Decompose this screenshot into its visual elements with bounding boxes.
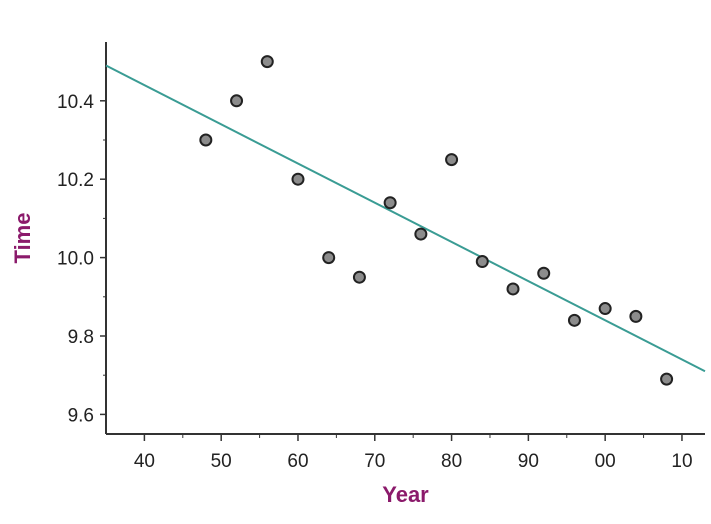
y-tick-label: 10.4 — [57, 92, 94, 113]
x-tick-label: 60 — [287, 451, 308, 472]
y-tick-label: 9.6 — [68, 405, 94, 426]
x-tick-label: 70 — [364, 451, 385, 472]
data-point — [352, 270, 366, 284]
x-tick-label: 00 — [595, 451, 616, 472]
data-point — [230, 94, 244, 108]
y-axis-title: Time — [10, 213, 35, 264]
y-ticks: 9.6 9.8 10.0 10.2 10.4 — [57, 92, 106, 426]
x-tick-label: 40 — [134, 451, 155, 472]
x-tick-label: 80 — [441, 451, 462, 472]
data-point — [383, 196, 397, 210]
data-point — [629, 309, 643, 323]
x-tick-label: 50 — [211, 451, 232, 472]
x-tick-label: 10 — [671, 451, 692, 472]
data-point — [291, 172, 305, 186]
data-point — [322, 251, 336, 265]
x-ticks: 40 50 60 70 80 90 00 10 — [134, 434, 693, 472]
data-point — [506, 282, 520, 296]
data-point — [445, 153, 459, 167]
data-point — [260, 55, 274, 69]
y-tick-label: 10.0 — [57, 249, 94, 270]
trend-line — [105, 64, 706, 373]
x-axis-title: Year — [382, 482, 429, 507]
x-tick-label: 90 — [518, 451, 539, 472]
data-point — [475, 255, 489, 269]
data-point — [660, 372, 674, 386]
data-point — [199, 133, 213, 147]
y-tick-label: 10.2 — [57, 170, 94, 191]
data-point — [598, 302, 612, 316]
y-tick-label: 9.8 — [68, 327, 94, 348]
data-point — [414, 227, 428, 241]
data-point — [537, 266, 551, 280]
data-point — [567, 313, 581, 327]
axes — [105, 42, 705, 435]
data-points — [199, 55, 674, 386]
